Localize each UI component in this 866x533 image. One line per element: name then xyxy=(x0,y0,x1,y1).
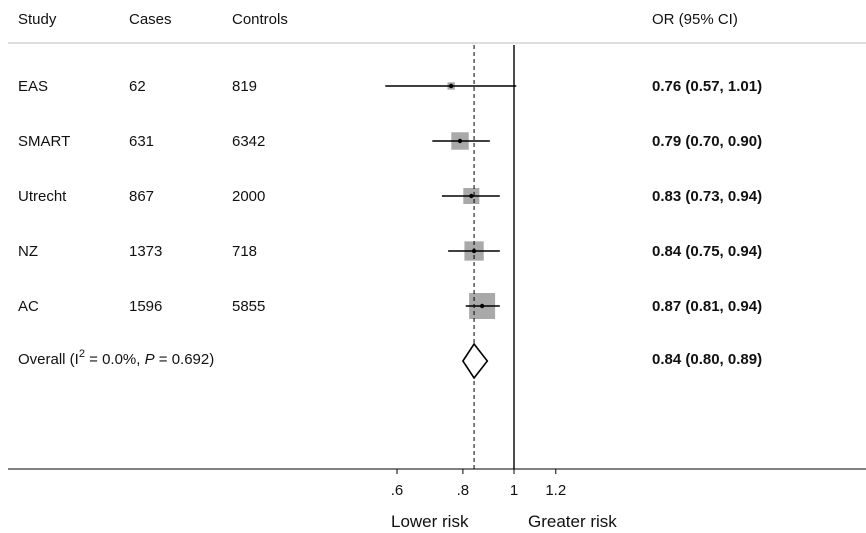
overall-label-mid: = 0.0%, xyxy=(85,351,145,368)
study-cases: 867 xyxy=(129,188,154,205)
x-label-lower-risk: Lower risk xyxy=(391,512,469,531)
study-controls: 6342 xyxy=(232,133,265,150)
study-row: NZ 1373 718 0.84 (0.75, 0.94) xyxy=(18,241,762,261)
study-study: Utrecht xyxy=(18,188,67,205)
study-rows: EAS 62 819 0.76 (0.57, 1.01) SMART 631 6342 0.7… xyxy=(18,78,762,319)
x-tick: 1 xyxy=(510,469,518,499)
header-or-ci: OR (95% CI) xyxy=(652,11,738,28)
header-study: Study xyxy=(18,11,57,28)
study-study: EAS xyxy=(18,78,48,95)
overall-label-p: P xyxy=(145,351,155,368)
x-tick-label: 1 xyxy=(510,482,518,499)
overall-label-suffix: = 0.692) xyxy=(155,351,215,368)
study-row: AC 1596 5855 0.87 (0.81, 0.94) xyxy=(18,293,762,319)
study-or-text: 0.83 (0.73, 0.94) xyxy=(652,188,762,205)
x-label-greater-risk: Greater risk xyxy=(528,512,617,531)
study-cases: 1373 xyxy=(129,243,162,260)
x-tick: 1.2 xyxy=(545,469,566,499)
overall-or-text: 0.84 (0.80, 0.89) xyxy=(652,351,762,368)
study-or-text: 0.76 (0.57, 1.01) xyxy=(652,78,762,95)
point-estimate xyxy=(469,193,474,199)
study-study: AC xyxy=(18,298,39,315)
point-estimate xyxy=(457,138,463,144)
study-or-text: 0.84 (0.75, 0.94) xyxy=(652,243,762,260)
point-estimate xyxy=(448,83,454,89)
x-tick: .6 xyxy=(391,469,404,499)
study-controls: 718 xyxy=(232,243,257,260)
study-cases: 62 xyxy=(129,78,146,95)
study-cases: 1596 xyxy=(129,298,162,315)
point-estimate xyxy=(479,303,485,309)
study-study: NZ xyxy=(18,243,38,260)
header-controls: Controls xyxy=(232,11,288,28)
study-row: SMART 631 6342 0.79 (0.70, 0.90) xyxy=(18,132,762,150)
overall-row: Overall (I2 = 0.0%, P = 0.692) 0.84 (0.8… xyxy=(18,348,762,368)
overall-label-prefix: Overall (I xyxy=(18,351,79,368)
study-row: EAS 62 819 0.76 (0.57, 1.01) xyxy=(18,78,762,95)
study-row: Utrecht 867 2000 0.83 (0.73, 0.94) xyxy=(18,187,762,205)
study-controls: 2000 xyxy=(232,188,265,205)
header-cases: Cases xyxy=(129,11,172,28)
x-tick-label: .8 xyxy=(457,482,470,499)
study-or-text: 0.79 (0.70, 0.90) xyxy=(652,133,762,150)
x-tick-label: .6 xyxy=(391,482,404,499)
x-tick-label: 1.2 xyxy=(545,482,566,499)
overall-label: Overall (I2 = 0.0%, P = 0.692) xyxy=(18,348,214,368)
x-axis-ticks: .6 .8 1 1.2 xyxy=(391,469,566,499)
study-controls: 5855 xyxy=(232,298,265,315)
overall-diamond xyxy=(461,342,489,380)
study-cases: 631 xyxy=(129,133,154,150)
study-study: SMART xyxy=(18,133,70,150)
x-tick: .8 xyxy=(457,469,470,499)
study-controls: 819 xyxy=(232,78,257,95)
plot-guides xyxy=(461,45,515,469)
overall-label-sup: 2 xyxy=(79,348,85,360)
study-or-text: 0.87 (0.81, 0.94) xyxy=(652,298,762,315)
